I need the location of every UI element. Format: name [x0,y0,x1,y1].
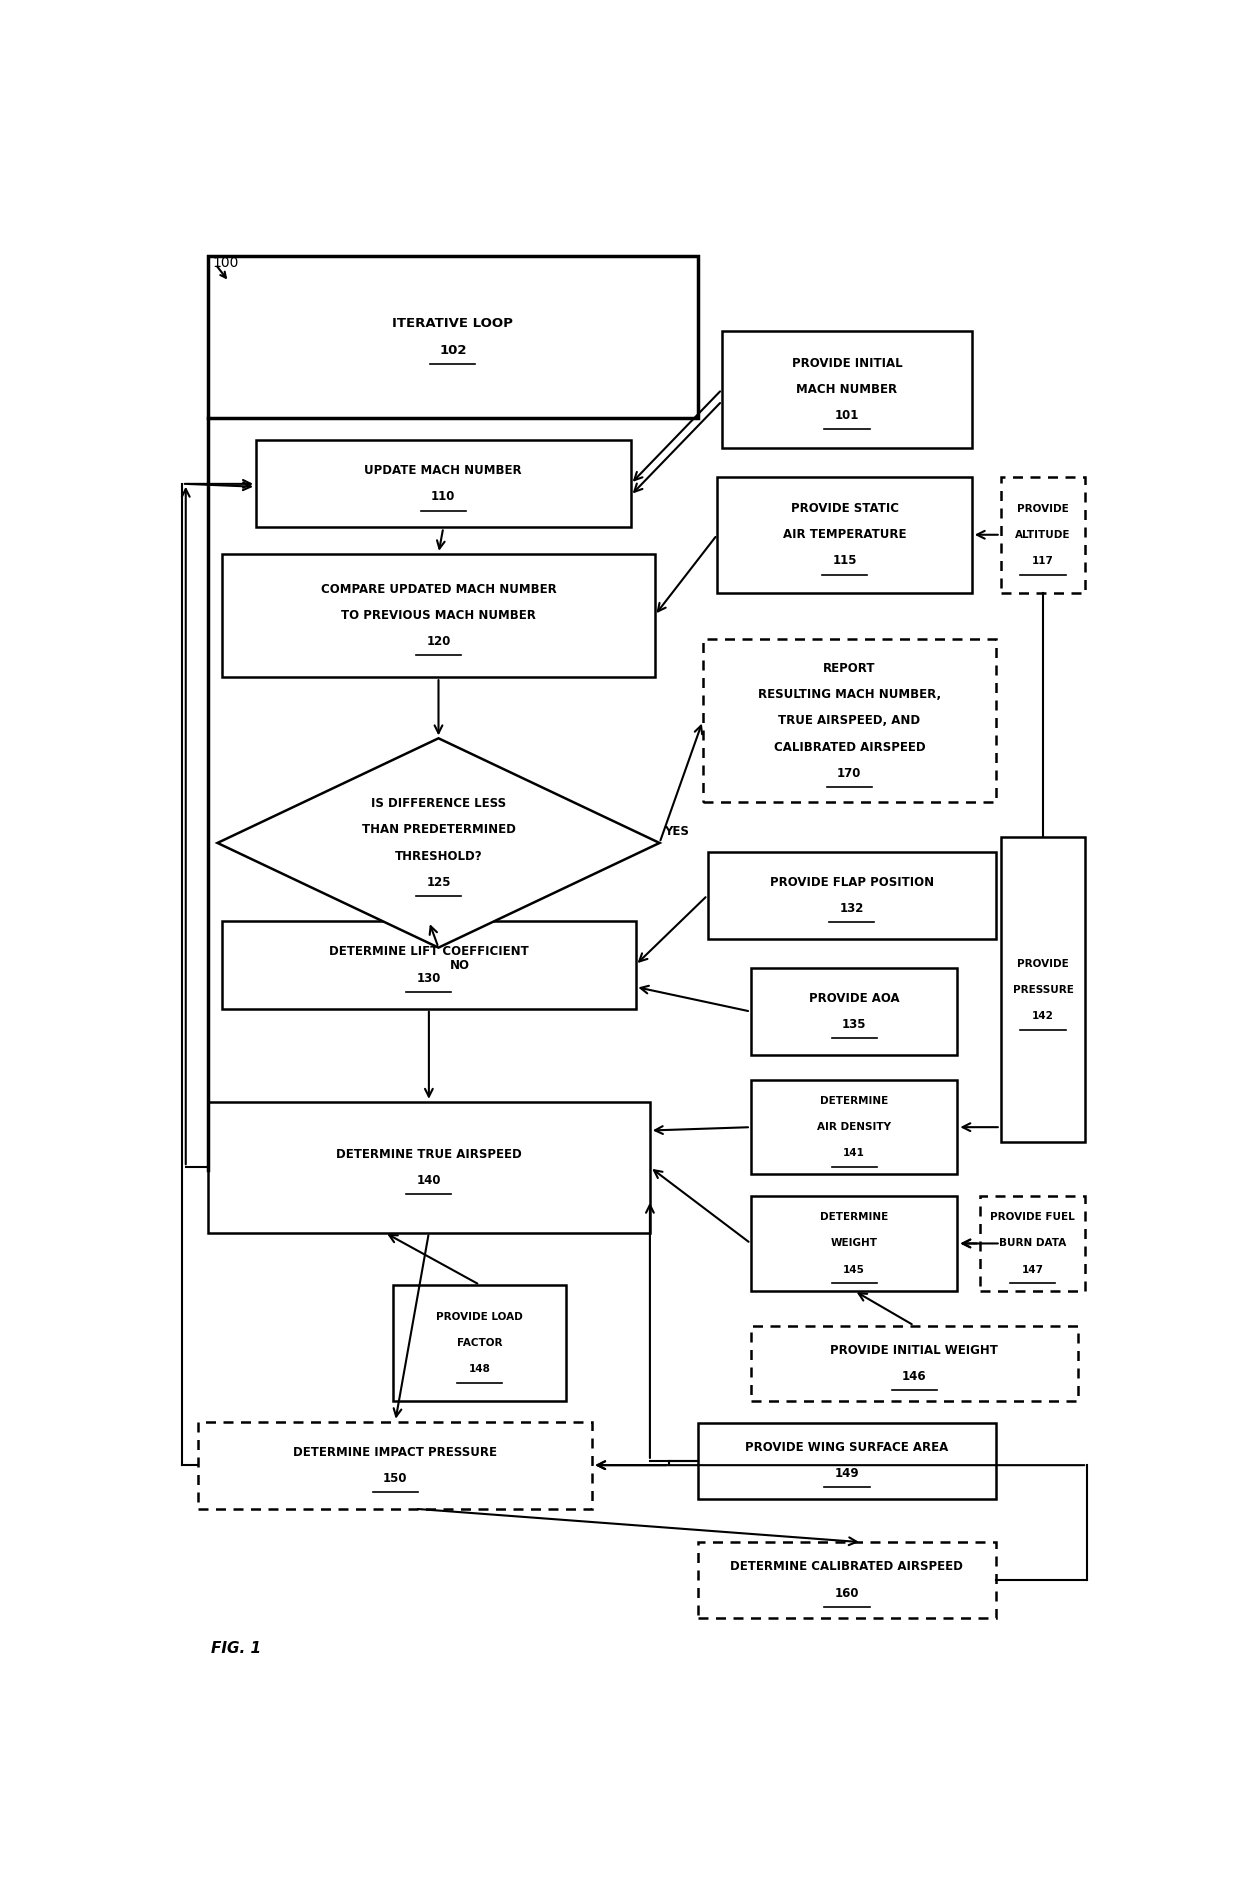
Text: 101: 101 [835,410,859,423]
Text: YES: YES [665,825,689,838]
Text: 146: 146 [901,1371,926,1384]
Text: TRUE AIRSPEED, AND: TRUE AIRSPEED, AND [779,714,920,727]
Text: REPORT: REPORT [823,663,875,676]
Bar [751,969,957,1055]
Bar [751,1080,957,1174]
Text: AIR DENSITY: AIR DENSITY [817,1121,892,1133]
Text: PROVIDE AOA: PROVIDE AOA [808,991,899,1004]
Bar [1001,836,1085,1142]
Text: DETERMINE LIFT COEFFICIENT: DETERMINE LIFT COEFFICIENT [329,946,528,959]
Text: PROVIDE: PROVIDE [1017,504,1069,514]
Text: CALIBRATED AIRSPEED: CALIBRATED AIRSPEED [774,740,925,753]
Text: THRESHOLD?: THRESHOLD? [394,850,482,863]
Text: 115: 115 [832,555,857,568]
Text: DETERMINE: DETERMINE [820,1097,888,1106]
Text: THAN PREDETERMINED: THAN PREDETERMINED [362,823,516,836]
Text: 132: 132 [839,902,864,916]
Text: 145: 145 [843,1265,866,1274]
Text: DETERMINE IMPACT PRESSURE: DETERMINE IMPACT PRESSURE [293,1446,497,1459]
Text: AIR TEMPERATURE: AIR TEMPERATURE [782,529,906,542]
Text: 148: 148 [469,1365,491,1374]
Bar [717,476,972,593]
Text: RESULTING MACH NUMBER,: RESULTING MACH NUMBER, [758,687,941,700]
Bar [698,1542,996,1618]
Text: BURN DATA: BURN DATA [998,1239,1066,1248]
Bar [222,921,635,1008]
Bar [722,330,972,447]
Bar [208,1103,650,1233]
Text: WEIGHT: WEIGHT [831,1239,878,1248]
Text: 110: 110 [432,491,455,504]
Bar [393,1286,567,1401]
Text: PROVIDE STATIC: PROVIDE STATIC [791,502,899,515]
Text: 102: 102 [439,344,466,357]
Text: DETERMINE CALIBRATED AIRSPEED: DETERMINE CALIBRATED AIRSPEED [730,1559,963,1573]
Text: PROVIDE: PROVIDE [1017,959,1069,969]
Bar [703,640,996,802]
Bar [1001,476,1085,593]
Text: 170: 170 [837,767,862,780]
Text: UPDATE MACH NUMBER: UPDATE MACH NUMBER [365,464,522,478]
Text: PROVIDE WING SURFACE AREA: PROVIDE WING SURFACE AREA [745,1441,949,1454]
Text: PROVIDE FLAP POSITION: PROVIDE FLAP POSITION [770,876,934,889]
Text: DETERMINE: DETERMINE [820,1212,888,1222]
Text: ALTITUDE: ALTITUDE [1016,531,1070,540]
Text: ITERATIVE LOOP: ITERATIVE LOOP [393,317,513,330]
Text: 147: 147 [1022,1265,1043,1274]
Text: COMPARE UPDATED MACH NUMBER: COMPARE UPDATED MACH NUMBER [321,583,557,597]
Bar [198,1422,593,1509]
Polygon shape [217,738,660,948]
Text: FACTOR: FACTOR [458,1339,502,1348]
Text: FIG. 1: FIG. 1 [211,1641,260,1656]
Text: 150: 150 [383,1473,408,1484]
Text: NO: NO [450,959,470,972]
Text: 130: 130 [417,972,441,986]
Text: IS DIFFERENCE LESS: IS DIFFERENCE LESS [371,797,506,810]
Bar [980,1197,1085,1291]
Bar [222,553,655,678]
Text: 120: 120 [427,634,450,648]
Text: PROVIDE INITIAL WEIGHT: PROVIDE INITIAL WEIGHT [831,1344,998,1357]
Text: 117: 117 [1032,555,1054,566]
Text: 125: 125 [427,876,451,889]
Text: PROVIDE INITIAL: PROVIDE INITIAL [791,357,903,370]
Text: 141: 141 [843,1148,866,1159]
Text: DETERMINE TRUE AIRSPEED: DETERMINE TRUE AIRSPEED [336,1148,522,1161]
Bar [751,1325,1078,1401]
Text: TO PREVIOUS MACH NUMBER: TO PREVIOUS MACH NUMBER [341,610,536,621]
Bar [751,1197,957,1291]
Text: 100: 100 [213,257,239,270]
Bar [708,851,996,938]
Bar [208,255,698,419]
Bar [255,440,631,527]
Text: PRESSURE: PRESSURE [1013,986,1074,995]
Text: MACH NUMBER: MACH NUMBER [796,383,898,396]
Text: PROVIDE FUEL: PROVIDE FUEL [990,1212,1075,1222]
Text: 142: 142 [1032,1010,1054,1021]
Text: PROVIDE LOAD: PROVIDE LOAD [436,1312,523,1322]
Text: 140: 140 [417,1174,441,1188]
Bar [698,1424,996,1499]
Text: 160: 160 [835,1586,859,1599]
Text: 149: 149 [835,1467,859,1480]
Text: 135: 135 [842,1018,867,1031]
